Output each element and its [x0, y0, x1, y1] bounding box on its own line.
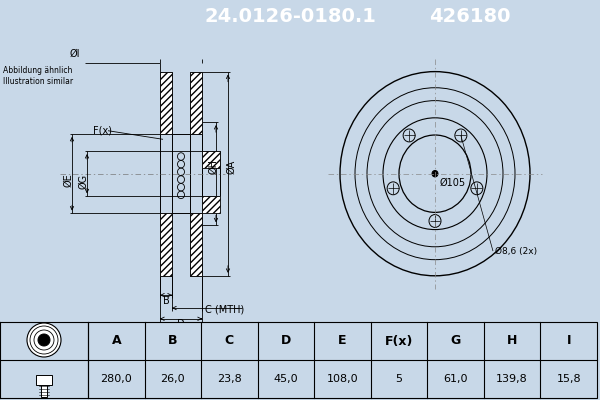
Text: E: E: [338, 334, 347, 348]
Text: D: D: [281, 334, 291, 348]
Text: F(x): F(x): [385, 334, 413, 348]
Text: 26,0: 26,0: [161, 374, 185, 384]
Text: A: A: [112, 334, 121, 348]
Text: Ø105: Ø105: [440, 177, 466, 187]
Text: 5: 5: [395, 374, 403, 384]
Circle shape: [27, 323, 61, 357]
Bar: [160, 72, 172, 134]
Bar: [202, 151, 220, 168]
Text: C (MTH): C (MTH): [205, 304, 244, 314]
Text: ØH: ØH: [208, 159, 218, 174]
Text: F(x): F(x): [93, 126, 112, 136]
Text: H: H: [507, 334, 517, 348]
Circle shape: [34, 330, 54, 350]
Bar: [160, 214, 172, 276]
Text: Abbildung ähnlich: Abbildung ähnlich: [3, 66, 73, 75]
Bar: [36, 375, 52, 385]
Circle shape: [432, 170, 438, 177]
Bar: [190, 214, 202, 276]
Text: C: C: [225, 334, 234, 348]
Text: ØI: ØI: [70, 49, 80, 59]
Text: ØE: ØE: [63, 174, 73, 188]
Text: ØA: ØA: [226, 160, 236, 174]
Text: ØG: ØG: [78, 174, 88, 189]
Circle shape: [30, 326, 58, 354]
Text: Ø8,6 (2x): Ø8,6 (2x): [495, 246, 537, 256]
Text: B: B: [163, 296, 169, 306]
Text: Illustration similar: Illustration similar: [3, 77, 73, 86]
Text: 45,0: 45,0: [274, 374, 298, 384]
Text: 61,0: 61,0: [443, 374, 468, 384]
Bar: [88, 322, 597, 398]
Text: 139,8: 139,8: [496, 374, 528, 384]
Text: B: B: [168, 334, 178, 348]
Circle shape: [38, 334, 50, 346]
Text: G: G: [451, 334, 461, 348]
Text: I: I: [566, 334, 571, 348]
Bar: [41, 385, 47, 397]
Text: 108,0: 108,0: [326, 374, 358, 384]
Text: D: D: [177, 319, 185, 329]
Text: 426180: 426180: [429, 8, 511, 26]
Text: 23,8: 23,8: [217, 374, 242, 384]
Bar: [190, 72, 202, 134]
Bar: [202, 196, 220, 214]
Text: 24.0126-0180.1: 24.0126-0180.1: [204, 8, 376, 26]
Text: 15,8: 15,8: [556, 374, 581, 384]
Text: 280,0: 280,0: [100, 374, 132, 384]
